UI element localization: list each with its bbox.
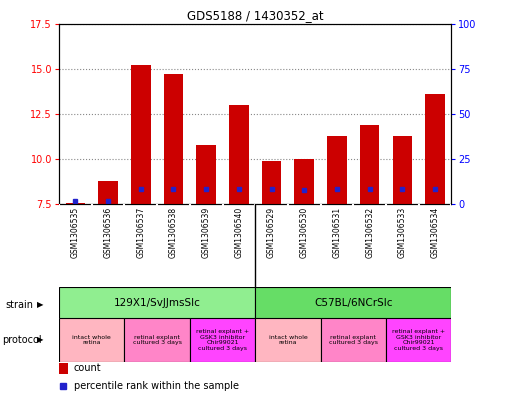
Text: GSM1306537: GSM1306537 — [136, 207, 145, 258]
Text: retinal explant +
GSK3 inhibitor
Chir99021
cultured 3 days: retinal explant + GSK3 inhibitor Chir990… — [196, 329, 249, 351]
Text: intact whole
retina: intact whole retina — [268, 334, 307, 345]
Text: GSM1306529: GSM1306529 — [267, 207, 276, 258]
Text: GSM1306539: GSM1306539 — [202, 207, 211, 258]
Bar — [386, 318, 451, 362]
Bar — [360, 125, 380, 204]
Text: retinal explant +
GSK3 inhibitor
Chir99021
cultured 3 days: retinal explant + GSK3 inhibitor Chir990… — [392, 329, 445, 351]
Text: ▶: ▶ — [37, 336, 44, 344]
Text: GSM1306533: GSM1306533 — [398, 207, 407, 258]
Text: GSM1306534: GSM1306534 — [430, 207, 440, 258]
Bar — [164, 74, 183, 204]
Bar — [59, 363, 68, 374]
Bar — [190, 318, 255, 362]
Bar — [255, 287, 451, 318]
Bar — [425, 94, 445, 204]
Bar — [255, 318, 321, 362]
Text: GSM1306531: GSM1306531 — [332, 207, 342, 258]
Text: GSM1306535: GSM1306535 — [71, 207, 80, 258]
Text: GSM1306530: GSM1306530 — [300, 207, 309, 258]
Text: intact whole
retina: intact whole retina — [72, 334, 111, 345]
Bar — [98, 181, 118, 204]
Bar — [131, 65, 150, 204]
Bar — [392, 136, 412, 204]
Text: GSM1306538: GSM1306538 — [169, 207, 178, 258]
Text: strain: strain — [5, 299, 33, 310]
Bar — [59, 287, 255, 318]
Bar — [66, 202, 85, 204]
Bar — [294, 159, 314, 204]
Text: percentile rank within the sample: percentile rank within the sample — [74, 381, 239, 391]
Bar — [262, 161, 281, 204]
Bar — [59, 318, 124, 362]
Text: GSM1306536: GSM1306536 — [104, 207, 112, 258]
Text: C57BL/6NCrSlc: C57BL/6NCrSlc — [314, 298, 392, 308]
Text: 129X1/SvJJmsSlc: 129X1/SvJJmsSlc — [114, 298, 201, 308]
Bar — [321, 318, 386, 362]
Text: retinal explant
cultured 3 days: retinal explant cultured 3 days — [132, 334, 182, 345]
Text: protocol: protocol — [3, 335, 42, 345]
Bar — [124, 318, 190, 362]
Text: count: count — [74, 364, 102, 373]
Title: GDS5188 / 1430352_at: GDS5188 / 1430352_at — [187, 9, 324, 22]
Text: GSM1306540: GSM1306540 — [234, 207, 243, 258]
Text: ▶: ▶ — [37, 300, 44, 309]
Text: GSM1306532: GSM1306532 — [365, 207, 374, 258]
Text: retinal explant
cultured 3 days: retinal explant cultured 3 days — [329, 334, 378, 345]
Bar — [229, 105, 249, 204]
Bar — [196, 145, 216, 204]
Bar — [327, 136, 347, 204]
